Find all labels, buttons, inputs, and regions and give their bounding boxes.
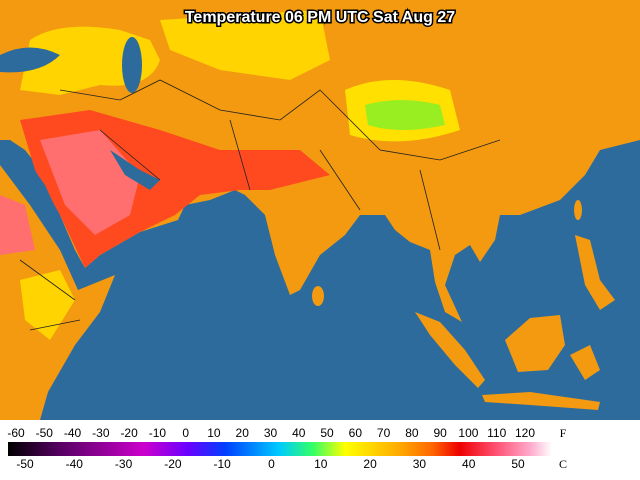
taiwan (574, 200, 582, 220)
red-sea (5, 140, 78, 262)
fahrenheit-tick-label: 100 (458, 426, 478, 440)
sulawesi (570, 345, 600, 380)
fahrenheit-tick-label: 50 (320, 426, 334, 440)
celsius-tick-label: 20 (363, 457, 377, 471)
java (482, 392, 600, 410)
fahrenheit-tick-label: -10 (149, 426, 167, 440)
fahrenheit-tick-label: 80 (405, 426, 419, 440)
fahrenheit-tick-label: 110 (487, 426, 506, 440)
borneo (505, 315, 565, 372)
legend: -60 -50 -40 -30 -20 -10 0 10 20 30 40 50 60 70 80 90 100… (7, 426, 567, 471)
black-sea (0, 47, 60, 73)
fahrenheit-tick-label: 120 (515, 426, 535, 440)
asia-landmass (0, 0, 640, 322)
fahrenheit-tick-label: -50 (36, 426, 54, 440)
celsius-tick-label: -20 (164, 457, 182, 471)
fahrenheit-tick-label: 60 (349, 426, 363, 440)
fahrenheit-tick-label: 40 (292, 426, 306, 440)
fahrenheit-tick-label: 90 (433, 426, 447, 440)
caspian-sea (122, 37, 142, 93)
map-title: Temperature 06 PM UTC Sat Aug 27 (185, 9, 455, 26)
borders (19, 79, 501, 331)
celsius-unit: C (559, 457, 567, 471)
persian-gulf (110, 150, 160, 190)
celsius-tick-label: -30 (115, 457, 133, 471)
cold-plateau (365, 100, 445, 130)
celsius-tick-label: 30 (413, 457, 427, 471)
color-scale (8, 442, 552, 456)
sri-lanka (312, 286, 324, 306)
fahrenheit-tick-label: -40 (64, 426, 82, 440)
fahrenheit-tick-label: 30 (264, 426, 278, 440)
fahrenheit-tick-label: 70 (377, 426, 391, 440)
celsius-tick-label: -50 (16, 457, 34, 471)
warm-zone-central (160, 10, 330, 80)
celsius-tick-label: 40 (462, 457, 476, 471)
fahrenheit-tick-label: 10 (207, 426, 221, 440)
fahrenheit-tick-label: -30 (92, 426, 110, 440)
fahrenheit-unit: F (560, 426, 567, 440)
celsius-tick-label: 50 (511, 457, 525, 471)
fahrenheit-tick-label: -60 (7, 426, 25, 440)
celsius-tick-label: -10 (214, 457, 232, 471)
sumatra (415, 312, 485, 388)
philippines (575, 235, 615, 310)
warm-zone-africa (20, 270, 75, 340)
fahrenheit-tick-label: 20 (236, 426, 250, 440)
fahrenheit-tick-label: -20 (120, 426, 138, 440)
celsius-tick-label: -40 (66, 457, 84, 471)
hottest-zone-africa (0, 195, 35, 255)
celsius-tick-label: 0 (268, 457, 275, 471)
fahrenheit-tick-label: 0 (182, 426, 189, 440)
map (0, 0, 640, 420)
celsius-tick-label: 10 (314, 457, 328, 471)
